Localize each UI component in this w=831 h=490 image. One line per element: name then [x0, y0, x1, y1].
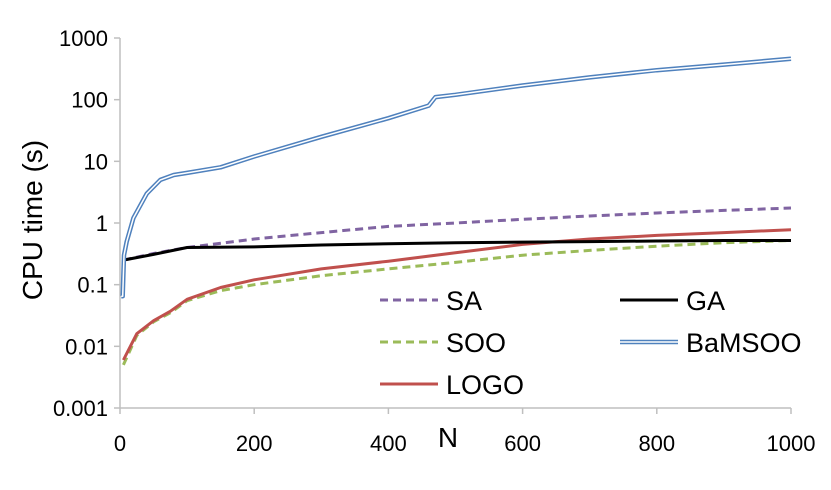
legend-label-sa: SA: [446, 286, 482, 316]
y-tick-label: 1: [96, 211, 108, 236]
x-axis-title: N: [438, 422, 458, 453]
y-tick-label: 0.01: [65, 334, 108, 359]
legend-label-ga: GA: [686, 286, 725, 316]
legend-item-ga: GA: [620, 286, 725, 316]
series-layer: [120, 56, 792, 366]
legend-label-bamsoo: BaMSOO: [686, 328, 802, 358]
y-tick-label: 0.1: [77, 273, 108, 298]
y-tick-label: 0.001: [53, 396, 108, 421]
y-axis-title: CPU time (s): [17, 140, 48, 300]
x-tick-label: 800: [638, 431, 675, 456]
x-tick-label: 400: [370, 431, 407, 456]
legend: SA GA SOO BaMSOO LOGO: [380, 286, 802, 400]
series-logo-line: [122, 228, 792, 361]
y-tick-label: 1000: [59, 26, 108, 51]
legend-item-soo: SOO: [380, 328, 506, 358]
x-tick-label: 1000: [767, 431, 816, 456]
series-bamsoo-inner: [121, 58, 792, 297]
x-tick-label: 0: [114, 431, 126, 456]
legend-item-logo: LOGO: [380, 370, 524, 400]
legend-item-sa: SA: [380, 286, 482, 316]
legend-label-soo: SOO: [446, 328, 506, 358]
y-tick-label: 100: [71, 88, 108, 113]
series-bamsoo: [120, 56, 792, 299]
legend-item-bamsoo: BaMSOO: [620, 328, 802, 358]
series-ga-line: [123, 239, 791, 262]
legend-label-logo: LOGO: [446, 370, 524, 400]
series-ga: [123, 239, 791, 262]
tick-layer: 0.001 0.01 0.1 1 10 100 1000 0 200 400 600 800 1000: [53, 26, 816, 456]
x-tick-label: 200: [236, 431, 273, 456]
x-tick-label: 600: [504, 431, 541, 456]
series-logo: [122, 228, 792, 361]
y-tick-label: 10: [84, 149, 108, 174]
